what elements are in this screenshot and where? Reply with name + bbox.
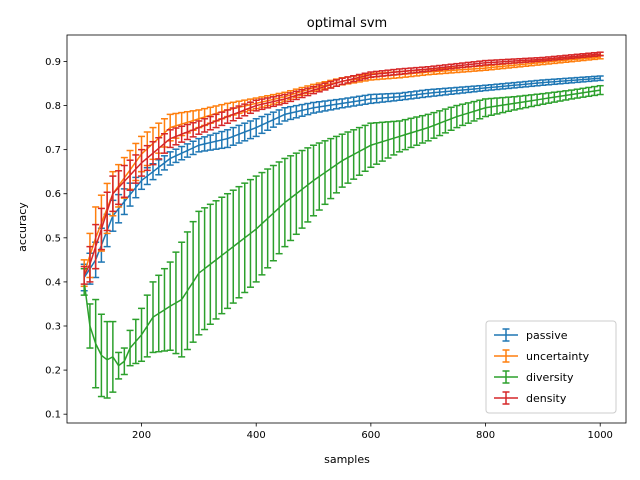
x-tick-label: 600 xyxy=(361,430,380,441)
legend-item-density: density xyxy=(494,391,567,405)
y-tick-label: 0.8 xyxy=(45,101,61,112)
series-line-passive xyxy=(83,77,601,278)
y-tick-label: 0.9 xyxy=(45,57,61,68)
y-tick-label: 0.6 xyxy=(45,189,61,200)
y-tick-label: 0.2 xyxy=(45,366,61,377)
y-tick-label: 0.1 xyxy=(45,410,61,421)
x-axis: 200 400 600 800 1000 xyxy=(132,423,613,441)
legend-label: density xyxy=(526,392,567,405)
legend-box xyxy=(485,320,617,414)
legend-label: uncertainty xyxy=(526,350,590,363)
series-density xyxy=(80,51,604,285)
plot-frame xyxy=(66,34,627,424)
x-tick-label: 1000 xyxy=(587,430,612,441)
x-tick-label: 200 xyxy=(132,430,151,441)
x-tick-label: 800 xyxy=(476,430,495,441)
series-line-diversity xyxy=(83,89,601,367)
series-line-density xyxy=(83,53,601,276)
legend: passive uncertainty diversity density xyxy=(485,320,617,414)
series-diversity xyxy=(80,84,604,399)
x-axis-label: samples xyxy=(324,453,370,466)
plot-area xyxy=(66,34,627,424)
chart-title: optimal svm xyxy=(307,16,387,31)
y-tick-label: 0.7 xyxy=(45,145,61,156)
y-axis-label: accuracy xyxy=(16,202,29,252)
y-tick-label: 0.4 xyxy=(45,277,61,288)
legend-label: passive xyxy=(526,329,568,342)
legend-item-passive: passive xyxy=(494,328,568,342)
y-tick-label: 0.5 xyxy=(45,233,61,244)
legend-item-diversity: diversity xyxy=(494,370,574,384)
legend-label: diversity xyxy=(526,371,574,384)
x-tick-label: 400 xyxy=(247,430,266,441)
y-axis: 0.1 0.2 0.3 0.4 0.5 0.6 0.7 0.8 0.9 xyxy=(45,57,67,421)
y-tick-label: 0.3 xyxy=(45,322,61,333)
legend-item-uncertainty: uncertainty xyxy=(494,349,590,363)
